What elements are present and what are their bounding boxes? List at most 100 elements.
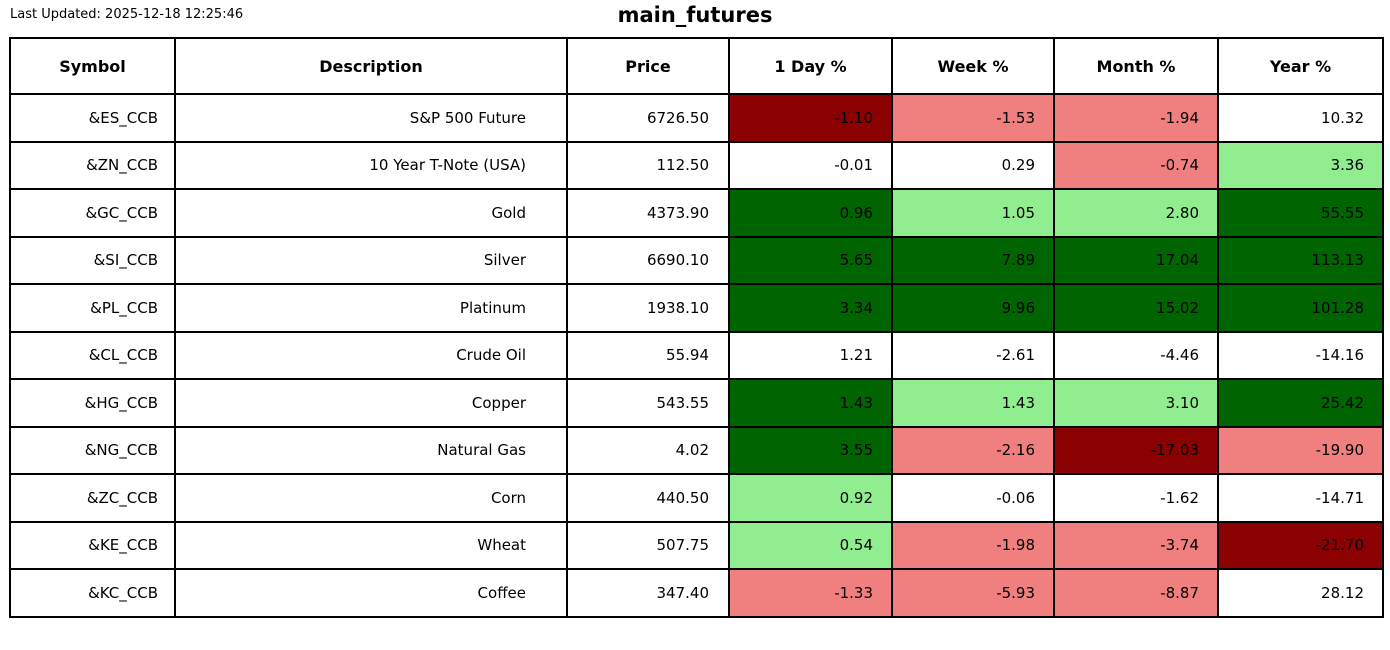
- pct-1day-cell: -0.01: [728, 140, 893, 190]
- pct-week-cell: 0.29: [891, 140, 1055, 190]
- symbol-cell: &ZC_CCB: [9, 473, 176, 523]
- pct-year-cell: -14.71: [1217, 473, 1384, 523]
- table-row: &CL_CCB Crude Oil 55.94 1.21 -2.61 -4.46 -14.1…: [9, 330, 1384, 380]
- header-row: Symbol Description Price 1 Day % Week % …: [9, 37, 1384, 95]
- pct-week-cell: 1.43: [891, 378, 1055, 428]
- price-cell: 112.50: [566, 140, 730, 190]
- table-row: &KC_CCB Coffee 347.40 -1.33 -5.93 -8.87 28.12: [9, 568, 1384, 618]
- last-updated-label: Last Updated: 2025-12-18 12:25:46: [10, 7, 244, 22]
- pct-week-cell: -1.53: [891, 93, 1055, 143]
- pct-week-cell: -0.06: [891, 473, 1055, 523]
- pct-1day-cell: 1.21: [728, 330, 893, 380]
- pct-year-cell: 10.32: [1217, 93, 1384, 143]
- col-header-month: Month %: [1053, 37, 1219, 95]
- pct-1day-cell: 0.54: [728, 520, 893, 570]
- page-title: main_futures: [617, 3, 773, 27]
- pct-week-cell: -1.98: [891, 520, 1055, 570]
- pct-month-cell: -8.87: [1053, 568, 1219, 618]
- price-cell: 507.75: [566, 520, 730, 570]
- pct-month-cell: -0.74: [1053, 140, 1219, 190]
- col-header-1day: 1 Day %: [728, 37, 893, 95]
- symbol-cell: &GC_CCB: [9, 188, 176, 238]
- pct-1day-cell: 3.34: [728, 283, 893, 333]
- pct-week-cell: -2.16: [891, 425, 1055, 475]
- table-row: &PL_CCB Platinum 1938.10 3.34 9.96 15.02 101.2…: [9, 283, 1384, 333]
- description-cell: S&P 500 Future: [174, 93, 568, 143]
- pct-year-cell: 3.36: [1217, 140, 1384, 190]
- pct-month-cell: -17.03: [1053, 425, 1219, 475]
- pct-week-cell: -5.93: [891, 568, 1055, 618]
- futures-table: Symbol Description Price 1 Day % Week % …: [9, 37, 1384, 618]
- table-row: &HG_CCB Copper 543.55 1.43 1.43 3.10 25.42: [9, 378, 1384, 428]
- col-header-year: Year %: [1217, 37, 1384, 95]
- table-row: &SI_CCB Silver 6690.10 5.65 7.89 17.04 113.13: [9, 235, 1384, 285]
- price-cell: 347.40: [566, 568, 730, 618]
- price-cell: 543.55: [566, 378, 730, 428]
- pct-1day-cell: -1.10: [728, 93, 893, 143]
- pct-month-cell: -3.74: [1053, 520, 1219, 570]
- col-header-week: Week %: [891, 37, 1055, 95]
- pct-month-cell: 3.10: [1053, 378, 1219, 428]
- symbol-cell: &ES_CCB: [9, 93, 176, 143]
- pct-week-cell: -2.61: [891, 330, 1055, 380]
- table-row: &GC_CCB Gold 4373.90 0.96 1.05 2.80 55.55: [9, 188, 1384, 238]
- top-bar: Last Updated: 2025-12-18 12:25:46 main_f…: [0, 0, 1390, 37]
- description-cell: Natural Gas: [174, 425, 568, 475]
- table-row: &KE_CCB Wheat 507.75 0.54 -1.98 -3.74 -21.70: [9, 520, 1384, 570]
- pct-year-cell: 25.42: [1217, 378, 1384, 428]
- symbol-cell: &PL_CCB: [9, 283, 176, 333]
- pct-month-cell: 17.04: [1053, 235, 1219, 285]
- pct-1day-cell: 1.43: [728, 378, 893, 428]
- pct-1day-cell: 3.55: [728, 425, 893, 475]
- symbol-cell: &SI_CCB: [9, 235, 176, 285]
- pct-month-cell: 15.02: [1053, 283, 1219, 333]
- table-row: &NG_CCB Natural Gas 4.02 3.55 -2.16 -17.03 -19…: [9, 425, 1384, 475]
- symbol-cell: &NG_CCB: [9, 425, 176, 475]
- pct-year-cell: -14.16: [1217, 330, 1384, 380]
- table-body: &ES_CCB S&P 500 Future 6726.50 -1.10 -1.53 -1…: [9, 93, 1384, 618]
- pct-week-cell: 9.96: [891, 283, 1055, 333]
- description-cell: 10 Year T-Note (USA): [174, 140, 568, 190]
- pct-month-cell: -1.62: [1053, 473, 1219, 523]
- pct-year-cell: 113.13: [1217, 235, 1384, 285]
- price-cell: 4.02: [566, 425, 730, 475]
- pct-1day-cell: 0.96: [728, 188, 893, 238]
- price-cell: 55.94: [566, 330, 730, 380]
- pct-month-cell: -4.46: [1053, 330, 1219, 380]
- symbol-cell: &ZN_CCB: [9, 140, 176, 190]
- description-cell: Wheat: [174, 520, 568, 570]
- symbol-cell: &KC_CCB: [9, 568, 176, 618]
- pct-year-cell: 101.28: [1217, 283, 1384, 333]
- pct-month-cell: -1.94: [1053, 93, 1219, 143]
- price-cell: 1938.10: [566, 283, 730, 333]
- symbol-cell: &KE_CCB: [9, 520, 176, 570]
- symbol-cell: &CL_CCB: [9, 330, 176, 380]
- description-cell: Gold: [174, 188, 568, 238]
- symbol-cell: &HG_CCB: [9, 378, 176, 428]
- description-cell: Platinum: [174, 283, 568, 333]
- pct-year-cell: -21.70: [1217, 520, 1384, 570]
- pct-week-cell: 1.05: [891, 188, 1055, 238]
- table-row: &ZC_CCB Corn 440.50 0.92 -0.06 -1.62 -14.71: [9, 473, 1384, 523]
- description-cell: Copper: [174, 378, 568, 428]
- price-cell: 440.50: [566, 473, 730, 523]
- price-cell: 4373.90: [566, 188, 730, 238]
- pct-year-cell: 28.12: [1217, 568, 1384, 618]
- pct-year-cell: -19.90: [1217, 425, 1384, 475]
- price-cell: 6726.50: [566, 93, 730, 143]
- pct-month-cell: 2.80: [1053, 188, 1219, 238]
- table-row: &ZN_CCB 10 Year T-Note (USA) 112.50 -0.01 0.…: [9, 140, 1384, 190]
- table-row: &ES_CCB S&P 500 Future 6726.50 -1.10 -1.53 -1…: [9, 93, 1384, 143]
- col-header-symbol: Symbol: [9, 37, 176, 95]
- description-cell: Silver: [174, 235, 568, 285]
- pct-1day-cell: 5.65: [728, 235, 893, 285]
- description-cell: Crude Oil: [174, 330, 568, 380]
- description-cell: Corn: [174, 473, 568, 523]
- description-cell: Coffee: [174, 568, 568, 618]
- col-header-description: Description: [174, 37, 568, 95]
- price-cell: 6690.10: [566, 235, 730, 285]
- pct-year-cell: 55.55: [1217, 188, 1384, 238]
- pct-1day-cell: 0.92: [728, 473, 893, 523]
- pct-1day-cell: -1.33: [728, 568, 893, 618]
- pct-week-cell: 7.89: [891, 235, 1055, 285]
